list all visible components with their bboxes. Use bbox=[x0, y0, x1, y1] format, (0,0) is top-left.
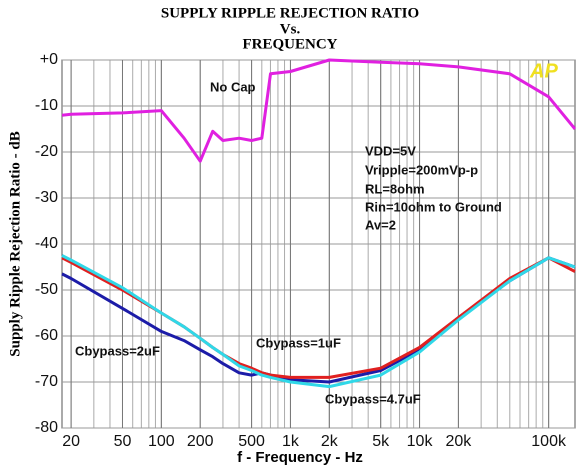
annotation: Rin=10ohm to Ground bbox=[365, 199, 502, 214]
chart-title: SUPPLY RIPPLE REJECTION RATIO bbox=[161, 5, 419, 21]
y-tick-label: -30 bbox=[35, 189, 58, 206]
y-tick-label: -60 bbox=[35, 327, 58, 344]
logo: AP bbox=[529, 60, 558, 82]
x-tick-label: 10k bbox=[407, 433, 434, 450]
chart-title: Vs. bbox=[280, 21, 301, 37]
x-tick-label: 20 bbox=[62, 433, 80, 450]
y-tick-label: -20 bbox=[35, 143, 58, 160]
x-tick-label: 500 bbox=[238, 433, 265, 450]
y-tick-label: -50 bbox=[35, 281, 58, 298]
series-line bbox=[61, 254, 576, 389]
x-axis-label: f - Frequency - Hz bbox=[237, 449, 363, 466]
x-tick-label: 5k bbox=[372, 433, 390, 450]
x-tick-label: 2k bbox=[321, 433, 339, 450]
series-label: Cbypass=1uF bbox=[256, 335, 341, 350]
x-tick-label: 100 bbox=[148, 433, 175, 450]
y-tick-label: -10 bbox=[35, 97, 58, 114]
chart-title: FREQUENCY bbox=[242, 36, 337, 52]
x-tick-label: 1k bbox=[282, 433, 300, 450]
annotation: Vripple=200mVp-p bbox=[365, 162, 478, 177]
x-tick-label: 50 bbox=[114, 433, 132, 450]
y-tick-label: -40 bbox=[35, 235, 58, 252]
series-label: No Cap bbox=[210, 79, 256, 94]
x-tick-label: 20k bbox=[446, 433, 473, 450]
annotation: VDD=5V bbox=[365, 143, 416, 158]
x-tick-label: 100k bbox=[531, 433, 567, 450]
x-tick-label: 200 bbox=[187, 433, 214, 450]
annotation: RL=8ohm bbox=[365, 181, 425, 196]
annotation: Av=2 bbox=[365, 217, 396, 232]
series-line bbox=[61, 58, 577, 163]
y-tick-label: -70 bbox=[35, 373, 58, 390]
series-label: Cbypass=4.7uF bbox=[325, 391, 421, 406]
y-tick-label: +0 bbox=[40, 51, 58, 68]
series-label: Cbypass=2uF bbox=[75, 343, 160, 358]
y-tick-label: -80 bbox=[35, 419, 58, 436]
y-axis-label: Supply Ripple Rejection Ratio - dB bbox=[7, 131, 23, 356]
